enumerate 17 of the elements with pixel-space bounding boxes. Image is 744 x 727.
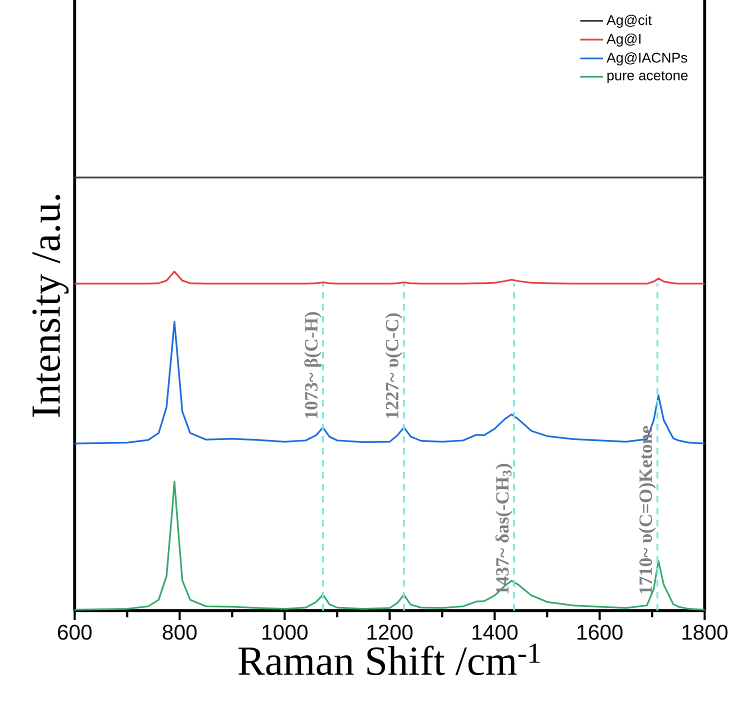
x-tick-label: 1200 (368, 624, 413, 640)
x-tick-label: 1600 (578, 624, 623, 640)
legend-label: Ag@IACNPs (606, 52, 688, 66)
x-tick-label: 1800 (682, 624, 728, 640)
ref-line-label: 1710~ υ(C=O)Ketone (638, 426, 656, 594)
legend-label: Ag@cit (606, 14, 652, 28)
x-tick-label: 800 (162, 624, 197, 640)
x-axis-title: Raman Shift /cm$^{-1}$ (238, 644, 540, 676)
legend-label: pure acetone (607, 71, 688, 84)
x-tick-label: 1000 (262, 624, 308, 640)
legend-label: Ag@I (606, 34, 640, 47)
y-axis-title: Intensity /a.u. (32, 195, 69, 418)
ref-line-label: 1227~ υ(C-C) (385, 314, 402, 418)
x-tick-label: 1400 (472, 624, 518, 640)
ref-line-label: 1073~ β(C-H) (304, 312, 322, 418)
x-tick-label: 600 (58, 624, 92, 640)
ref-line-label: 1437~ δas(-CH$_{3}$) (495, 464, 512, 594)
